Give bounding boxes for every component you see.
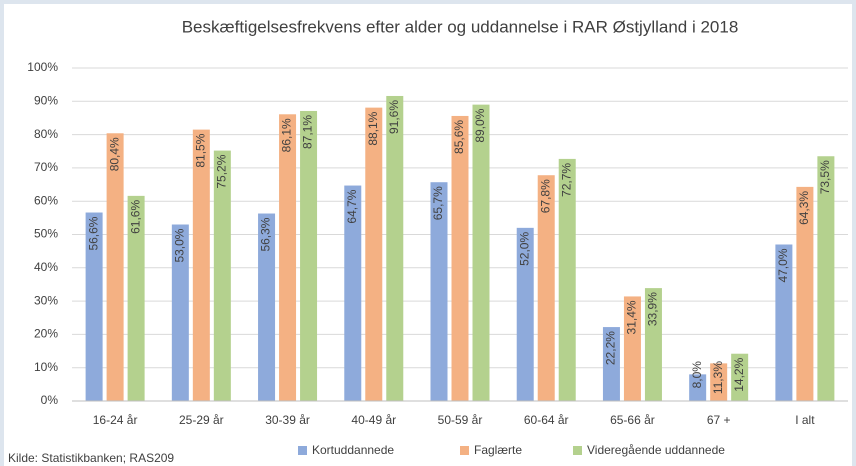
y-tick-label: 20% [34,327,58,341]
x-tick-label: 65-66 år [610,413,655,427]
value-label: 80,4% [107,137,121,171]
chart-title: Beskæftigelsesfrekvens efter alder og ud… [182,17,739,36]
y-tick-label: 70% [34,160,58,174]
value-label: 87,1% [301,115,315,149]
bar [796,186,814,401]
value-label: 81,5% [194,133,208,167]
bar [451,115,469,402]
bar [85,212,103,401]
legend-swatch [573,446,582,455]
x-tick-label: 30-39 år [265,413,310,427]
bar [516,227,534,401]
bar [775,244,793,401]
y-tick-label: 0% [41,393,59,407]
x-tick-label: 67 + [707,413,731,427]
value-label: 86,1% [280,118,294,152]
legend-label: Faglærte [474,443,522,457]
y-tick-label: 90% [34,93,58,107]
bar [258,213,276,401]
value-label: 11,3% [711,361,725,394]
bar [365,107,383,401]
bar [127,195,145,401]
x-tick-label: 16-24 år [93,413,138,427]
bar [192,129,210,402]
y-tick-label: 60% [34,193,58,207]
value-label: 89,0% [473,108,487,142]
value-label: 72,7% [559,163,573,197]
x-tick-label: 50-59 år [438,413,483,427]
value-label: 64,3% [797,191,811,225]
y-tick-label: 100% [27,60,58,74]
x-tick-label: I alt [795,413,815,427]
value-label: 56,3% [259,217,273,251]
bar [537,175,555,401]
bar [817,156,835,401]
source-note: Kilde: Statistikbanken; RAS209 [8,451,174,465]
y-tick-label: 50% [34,227,58,241]
value-label: 73,5% [818,160,832,194]
value-label: 53,0% [173,228,187,262]
bar [344,185,362,401]
bar [171,224,189,401]
value-label: 56,6% [86,216,100,250]
value-label: 31,4% [625,300,639,334]
value-label: 33,9% [646,292,660,326]
value-label: 61,6% [128,200,142,234]
value-label: 88,1% [366,111,380,145]
legend-label: Kortuddannede [312,443,394,457]
x-tick-label: 40-49 år [351,413,396,427]
bar [731,353,749,401]
value-label: 22,2% [604,331,618,365]
value-label: 47,0% [776,248,790,282]
value-label: 85,6% [452,120,466,154]
bar [472,104,490,401]
bar [213,150,231,401]
bar [644,288,662,401]
y-tick-label: 80% [34,127,58,141]
bar [710,363,728,401]
legend-swatch [460,446,469,455]
bar [602,327,620,401]
value-label: 64,7% [345,189,359,223]
value-label: 75,2% [215,154,229,188]
bar [386,95,404,402]
bar [430,182,448,401]
x-tick-label: 60-64 år [524,413,569,427]
value-label: 91,6% [387,100,401,134]
x-tick-label: 25-29 år [179,413,224,427]
value-label: 8,0% [690,361,704,389]
value-label: 14,2% [732,357,746,391]
bar [623,296,641,401]
y-tick-label: 40% [34,260,58,274]
bar [300,110,318,401]
y-tick-label: 30% [34,293,58,307]
value-label: 67,8% [538,179,552,213]
legend-label: Videregående uddannede [587,443,725,457]
legend-swatch [298,446,307,455]
bar [279,114,297,402]
value-label: 65,7% [431,186,445,220]
bar [689,374,707,401]
bar [558,158,576,401]
y-tick-label: 10% [34,360,58,374]
value-label: 52,0% [517,232,531,266]
bar [106,133,124,401]
